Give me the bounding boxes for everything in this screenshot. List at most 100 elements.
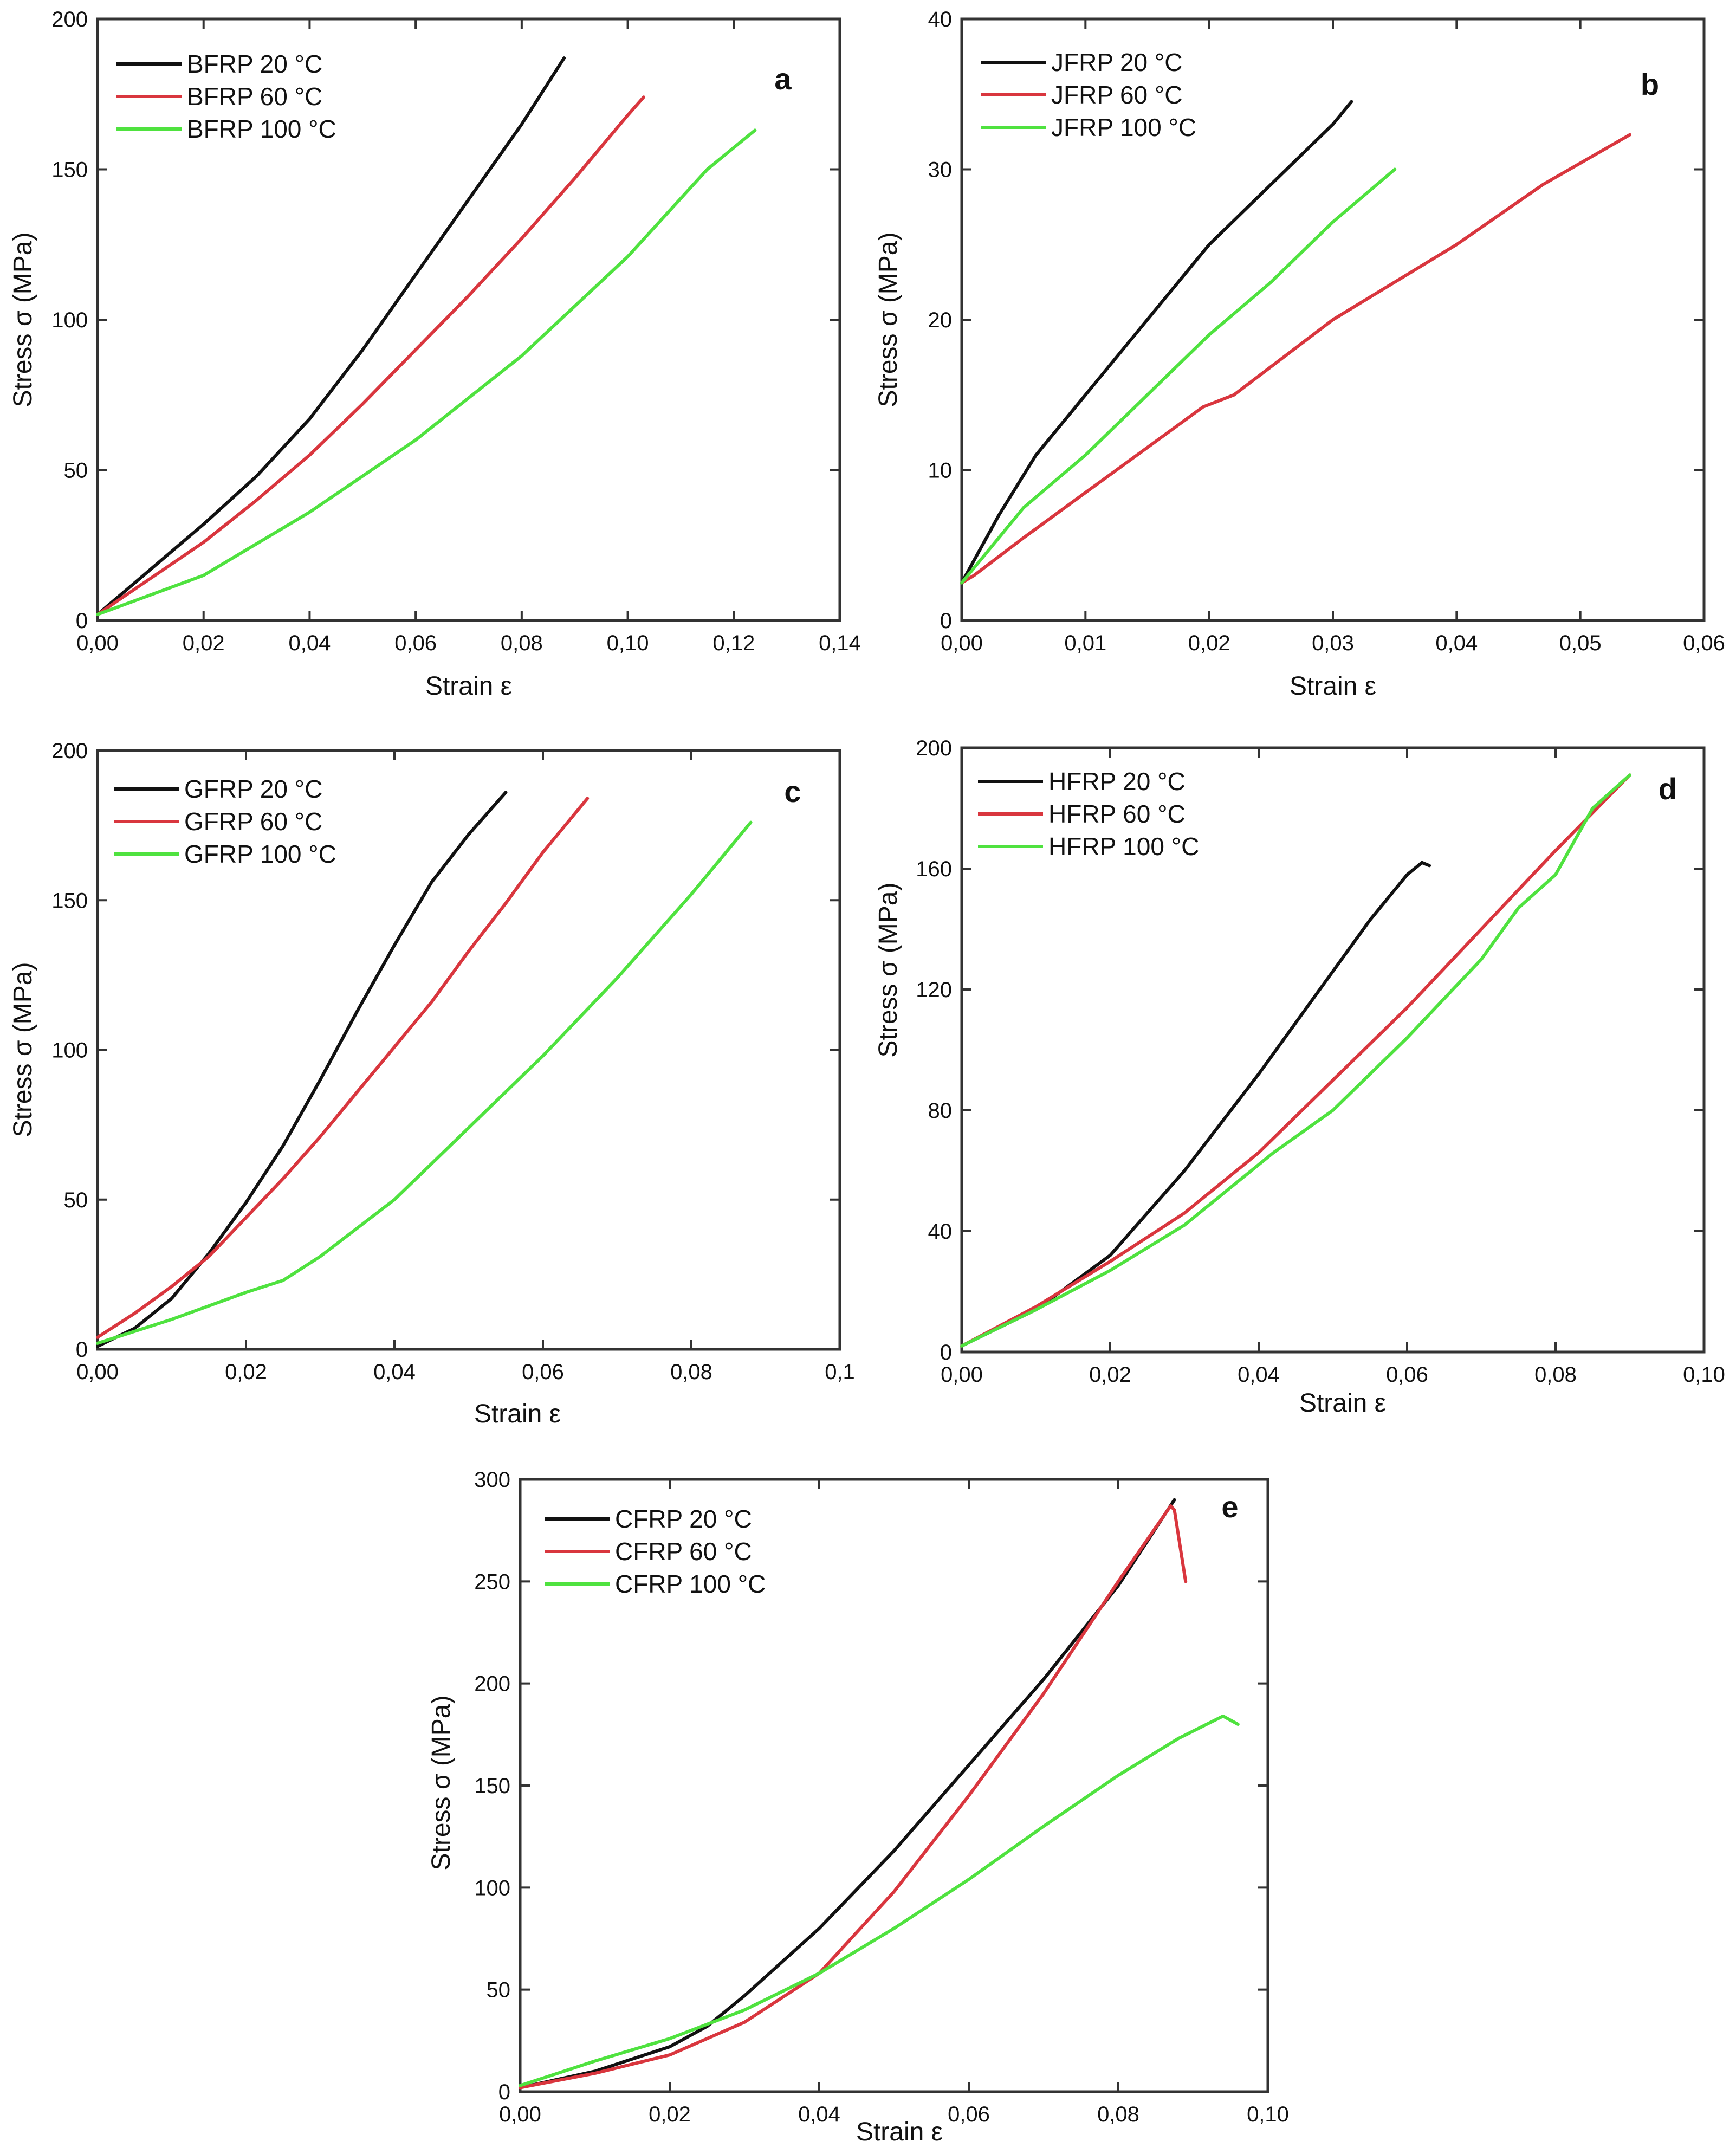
x-tick-label: 0,04 [798, 2103, 840, 2126]
x-tick-label: 0,06 [1386, 1363, 1428, 1387]
y-tick-label: 40 [928, 1220, 953, 1244]
y-tick-label: 0 [76, 1338, 88, 1362]
panel-letter: c [784, 774, 801, 808]
x-tick-label: 0,12 [712, 631, 755, 655]
y-axis-label: Stress σ (MPa) [874, 232, 903, 407]
y-tick-label: 300 [474, 1468, 510, 1492]
series-line [519, 1498, 1176, 2090]
panel-letter: b [1641, 67, 1659, 101]
y-tick-label: 120 [916, 978, 952, 1002]
panel-letter: a [774, 62, 792, 96]
y-tick-label: 150 [51, 889, 88, 913]
series-line [960, 100, 1353, 585]
panel-e: 0,00 0,02 0,04 0,06 0,08 0,10 0 50 100 150 200 250 3… [427, 1468, 1289, 2146]
x-tick-label: 0,1 [825, 1360, 855, 1384]
legend-label: CFRP 20 °C [615, 1505, 752, 1533]
y-tick-label: 0 [76, 609, 88, 633]
y-axis-label: Stress σ (MPa) [9, 962, 37, 1137]
legend-label: GFRP 60 °C [184, 807, 322, 836]
x-tick-label: 0,02 [225, 1360, 267, 1384]
y-tick-label: 160 [916, 857, 952, 881]
y-tick-label: 100 [474, 1876, 510, 1900]
series-line [96, 95, 645, 616]
legend-label: BFRP 20 °C [187, 50, 322, 78]
y-tick-label: 20 [928, 308, 953, 332]
legend: BFRP 20 °C BFRP 60 °C BFRP 100 °C [116, 50, 336, 143]
y-axis-label: Stress σ (MPa) [9, 232, 37, 407]
y-tick-label: 150 [474, 1774, 510, 1798]
x-tick-label: 0,00 [76, 631, 119, 655]
x-tick-label: 0,00 [941, 1363, 983, 1387]
x-tick-label: 0,02 [1188, 631, 1230, 655]
x-tick-label: 0,04 [1238, 1363, 1280, 1387]
x-tick-label: 0,06 [1683, 631, 1725, 655]
x-tick-label: 0,03 [1312, 631, 1354, 655]
x-tick-label: 0,06 [948, 2103, 990, 2126]
legend-label: HFRP 60 °C [1048, 800, 1186, 828]
legend: GFRP 20 °C GFRP 60 °C GFRP 100 °C [114, 775, 336, 868]
y-tick-label: 200 [916, 736, 952, 760]
x-axis-label: Strain ε [425, 672, 512, 701]
y-tick-label: 50 [64, 459, 88, 483]
y-tick-label: 200 [51, 8, 88, 31]
legend-label: JFRP 20 °C [1051, 48, 1183, 76]
series-line [960, 861, 1431, 1348]
panel-a: 0,00 0,02 0,04 0,06 0,08 0,10 0,12 0,14 0 50 100 15… [9, 8, 861, 701]
x-tick-label: 0,14 [819, 631, 861, 655]
legend-label: BFRP 60 °C [187, 82, 322, 111]
y-axis-label: Stress σ (MPa) [874, 883, 903, 1058]
x-tick-label: 0,06 [394, 631, 437, 655]
y-tick-label: 10 [928, 459, 953, 483]
legend-label: BFRP 100 °C [187, 115, 336, 143]
x-axis-label: Strain ε [856, 2118, 943, 2146]
x-tick-label: 0,10 [1683, 1363, 1725, 1387]
series-line [960, 133, 1631, 585]
y-tick-label: 200 [474, 1672, 510, 1696]
y-tick-label: 100 [51, 1039, 88, 1063]
x-tick-label: 0,05 [1559, 631, 1602, 655]
x-tick-label: 0,10 [607, 631, 649, 655]
panel-d: 0,00 0,02 0,04 0,06 0,08 0,10 0 40 80 120 160 200 d… [874, 736, 1725, 1418]
x-tick-label: 0,08 [1097, 2103, 1139, 2126]
series-line [96, 797, 590, 1339]
x-tick-label: 0,02 [1089, 1363, 1131, 1387]
legend: JFRP 20 °C JFRP 60 °C JFRP 100 °C [981, 48, 1196, 141]
x-tick-label: 0,00 [76, 1360, 119, 1384]
y-tick-label: 50 [487, 1978, 511, 2002]
legend-label: GFRP 100 °C [184, 840, 336, 868]
x-axis-label: Strain ε [474, 1400, 561, 1428]
x-tick-label: 0,08 [1534, 1363, 1577, 1387]
legend-label: JFRP 100 °C [1051, 113, 1196, 141]
x-tick-label: 0,06 [522, 1360, 564, 1384]
x-tick-label: 0,04 [288, 631, 331, 655]
x-tick-label: 0,02 [649, 2103, 691, 2126]
legend-label: HFRP 20 °C [1048, 767, 1186, 795]
x-tick-label: 0,00 [499, 2103, 541, 2126]
x-tick-label: 0,08 [501, 631, 543, 655]
y-tick-label: 200 [51, 739, 88, 763]
legend-label: GFRP 20 °C [184, 775, 322, 803]
legend-label: HFRP 100 °C [1048, 832, 1199, 861]
panel-letter: e [1221, 1490, 1238, 1524]
x-axis-label: Strain ε [1290, 672, 1376, 701]
series-line [96, 820, 753, 1345]
y-tick-label: 50 [64, 1188, 88, 1212]
y-tick-label: 40 [928, 8, 953, 31]
y-tick-label: 30 [928, 158, 953, 182]
x-tick-label: 0,10 [1247, 2103, 1289, 2126]
x-tick-label: 0,04 [1435, 631, 1478, 655]
series-line [960, 167, 1397, 585]
series-line [519, 1504, 1188, 2090]
panel-c: 0,00 0,02 0,04 0,06 0,08 0,1 0 50 100 150 200 c St… [9, 739, 855, 1428]
y-tick-label: 80 [928, 1099, 953, 1123]
x-tick-label: 0,00 [941, 631, 983, 655]
y-tick-label: 250 [474, 1570, 510, 1594]
x-tick-label: 0,02 [183, 631, 225, 655]
series-line [519, 1714, 1240, 2087]
series-line [96, 791, 508, 1348]
y-tick-label: 0 [498, 2080, 510, 2104]
x-tick-label: 0,01 [1064, 631, 1106, 655]
legend-label: JFRP 60 °C [1051, 81, 1183, 109]
legend: HFRP 20 °C HFRP 60 °C HFRP 100 °C [978, 767, 1199, 861]
